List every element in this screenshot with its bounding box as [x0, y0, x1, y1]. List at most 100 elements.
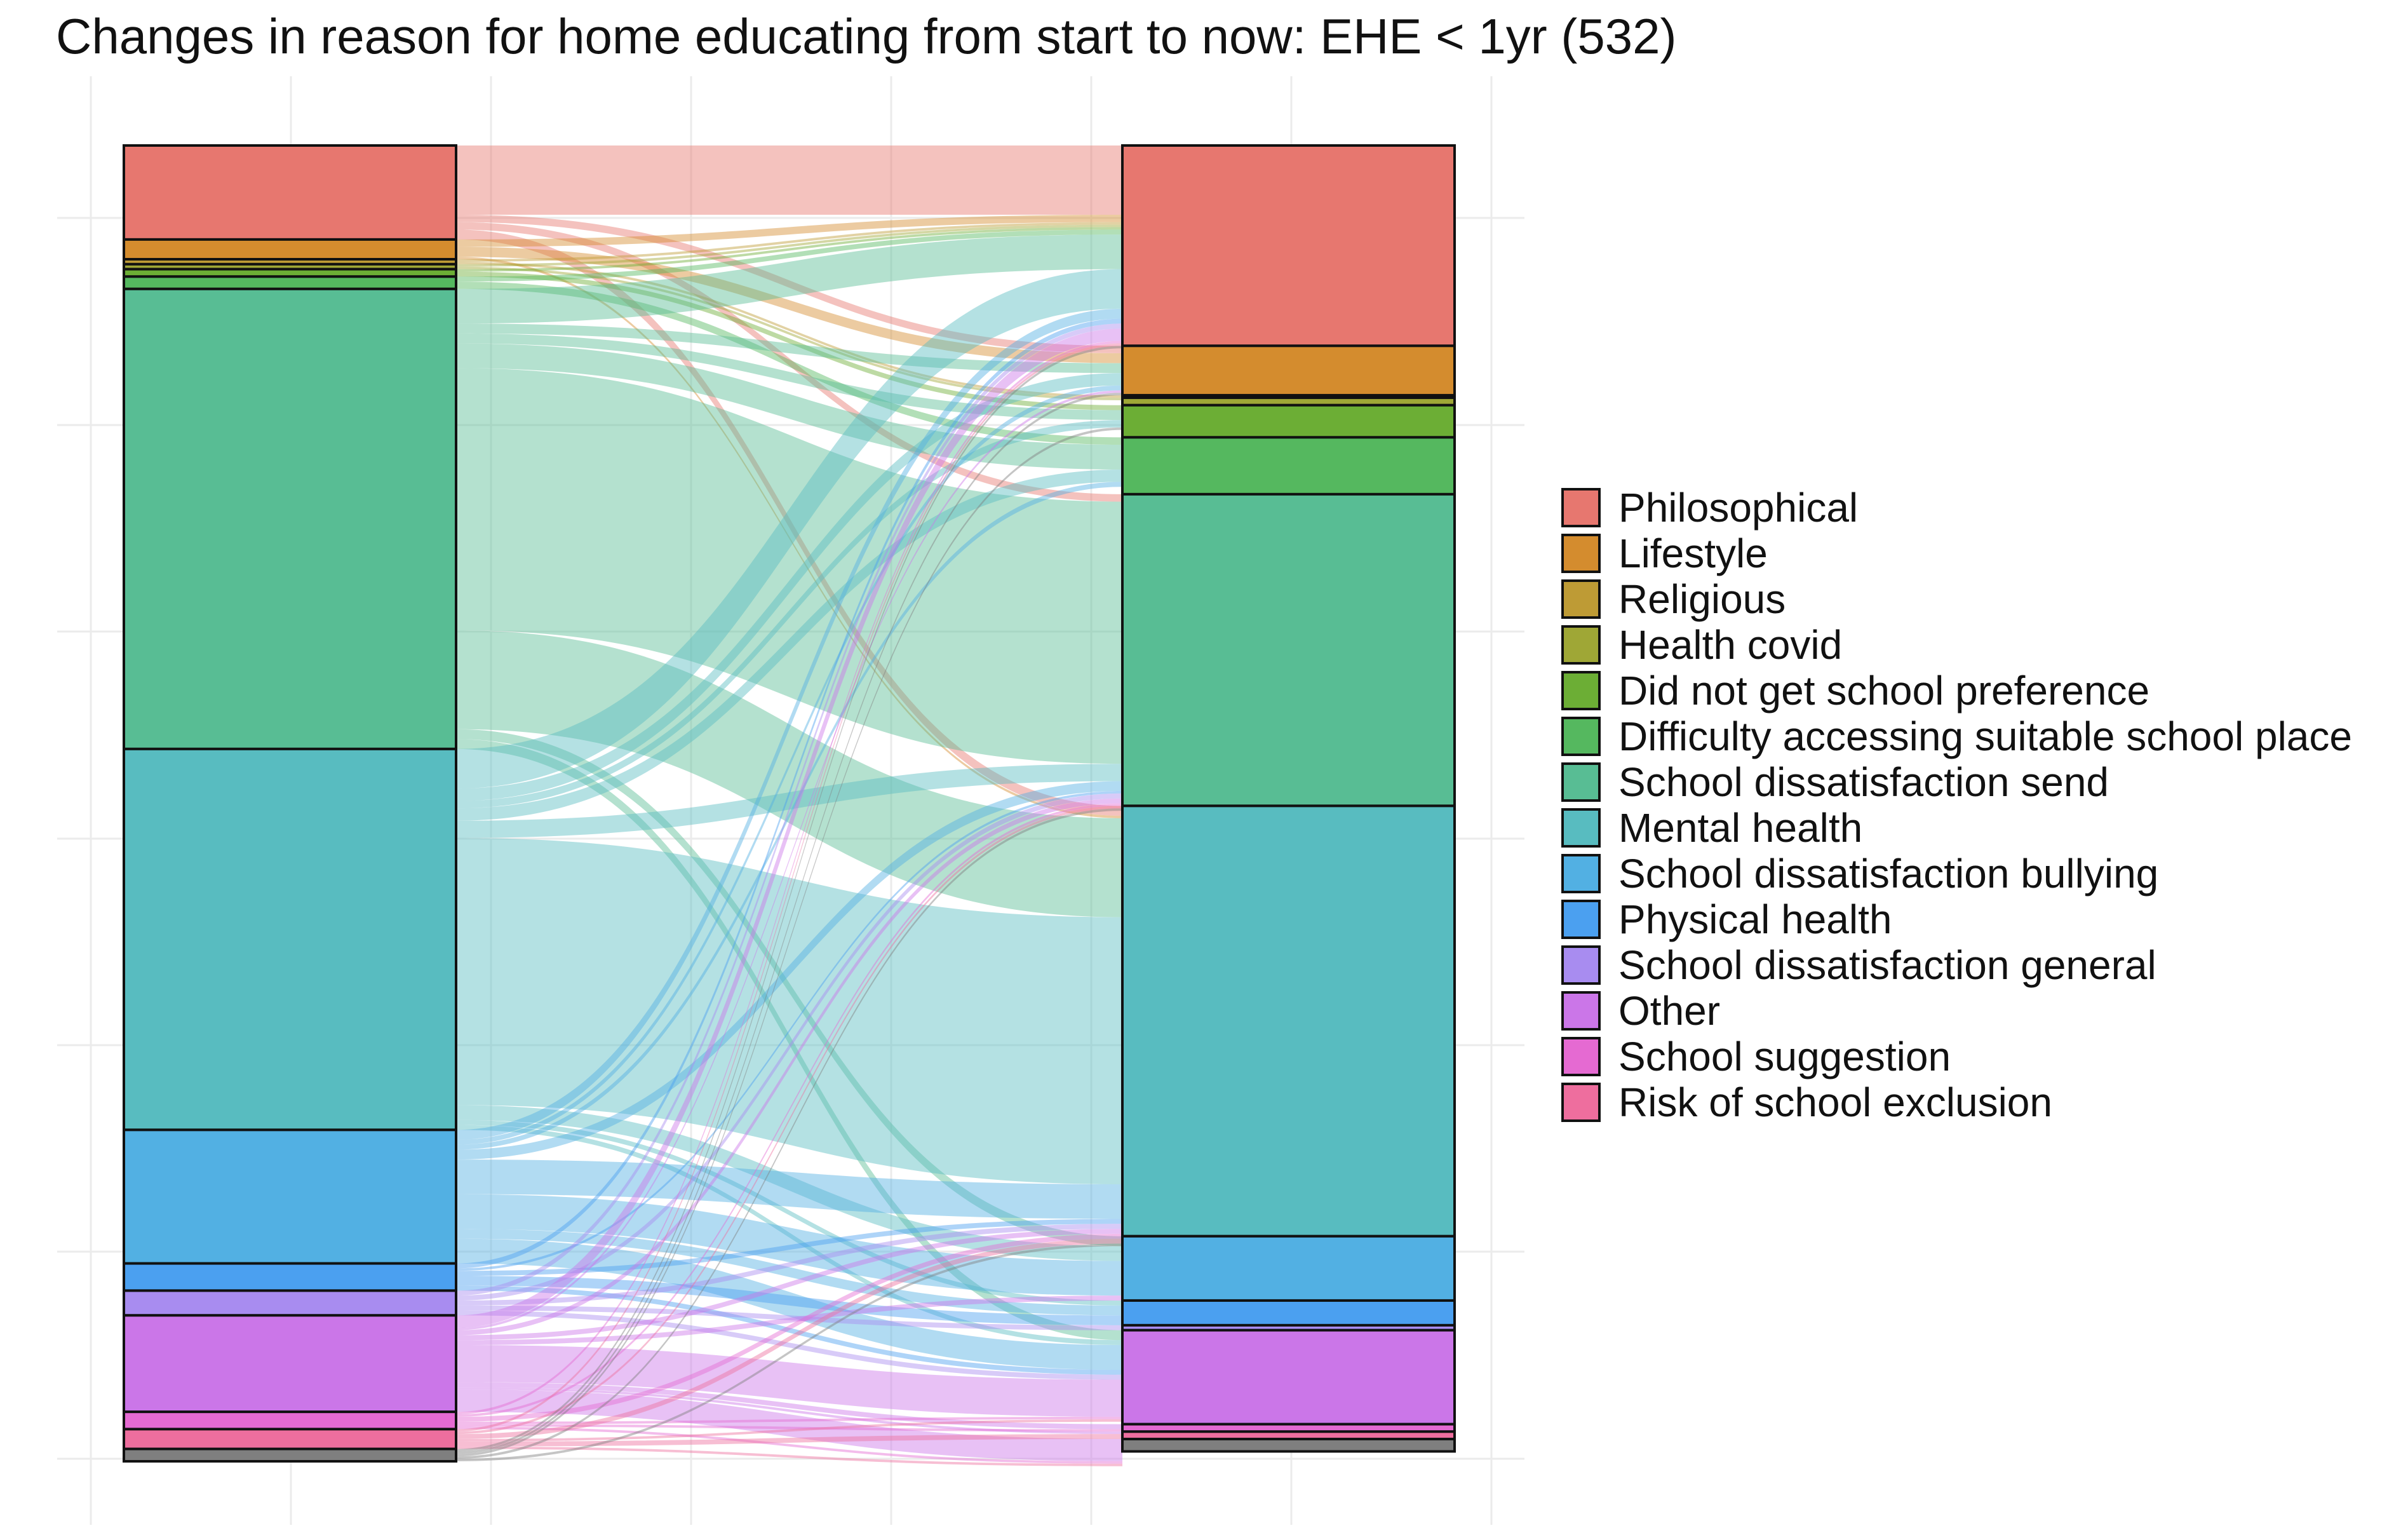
flow-missing-to-lifestyle	[456, 393, 1122, 1454]
flow-school-suggestion-to-missing	[456, 1426, 1122, 1464]
flow-school-dissatisfaction-bullying-to-physical-health	[456, 1229, 1122, 1316]
legend-label: School dissatisfaction general	[1618, 942, 2156, 988]
stratum-start-mental-health	[123, 747, 457, 1132]
flow-physical-health-to-other	[456, 1285, 1122, 1375]
stratum-start-difficulty-accessing-suitable-school-place	[123, 275, 457, 290]
flow-religious-to-philosophical	[456, 222, 1122, 262]
legend-item-school-dissatisfaction-bullying: School dissatisfaction bullying	[1561, 851, 2352, 896]
legend-item-difficulty-accessing-suitable-school-place: Difficulty accessing suitable school pla…	[1561, 713, 2352, 759]
flow-other-to-philosophical	[456, 328, 1122, 1328]
flow-school-dissatisfaction-general-to-other	[456, 1310, 1122, 1380]
flow-mental-health-to-physical-health	[456, 1119, 1122, 1306]
flow-risk-of-school-exclusion-to-risk-of-school-exclusion	[456, 1434, 1122, 1447]
flow-school-dissatisfaction-send-to-school-dissatisfaction-send	[456, 368, 1122, 764]
flow-mental-health-to-school-dissatisfaction-send	[456, 764, 1122, 838]
flow-school-dissatisfaction-bullying-to-lifestyle	[456, 385, 1122, 1145]
chart-title: Changes in reason for home educating fro…	[56, 8, 1677, 64]
flow-difficulty-accessing-suitable-school-place-to-philosophical	[456, 229, 1122, 282]
legend-key	[1561, 534, 1601, 573]
flow-school-dissatisfaction-general-to-philosophical	[456, 323, 1122, 1296]
flow-difficulty-accessing-suitable-school-place-to-difficulty-accessing-suitable-school-place	[456, 281, 1122, 445]
flow-school-dissatisfaction-general-to-mental-health	[456, 1224, 1122, 1306]
flow-philosophical-to-lifestyle	[456, 215, 1122, 353]
flow-risk-of-school-exclusion-to-other	[456, 1419, 1122, 1442]
flow-religious-to-religious	[456, 261, 1122, 398]
legend-label: School dissatisfaction bullying	[1618, 851, 2159, 896]
flow-school-dissatisfaction-send-to-mental-health	[456, 630, 1122, 917]
flow-school-dissatisfaction-general-to-school-dissatisfaction-general	[456, 1305, 1122, 1330]
legend-label: School suggestion	[1618, 1034, 1951, 1079]
stratum-start-school-dissatisfaction-bullying	[123, 1128, 457, 1265]
flow-lifestyle-to-philosophical	[456, 215, 1122, 247]
flow-school-dissatisfaction-bullying-to-difficulty-accessing-suitable-school-place	[456, 482, 1122, 1150]
legend-item-philosophical: Philosophical	[1561, 485, 2352, 531]
stratum-now-mental-health	[1121, 804, 1456, 1238]
flow-other-to-lifestyle	[456, 390, 1122, 1330]
flow-lifestyle-to-mental-health	[456, 257, 1122, 818]
stratum-now-school-dissatisfaction-send	[1121, 492, 1456, 808]
legend-label: Difficulty accessing suitable school pla…	[1618, 713, 2352, 759]
flow-mental-health-to-other	[456, 1125, 1122, 1346]
stratum-now-philosophical	[1121, 144, 1456, 348]
flow-health-covid-to-philosophical	[456, 224, 1122, 267]
flow-school-suggestion-to-other	[456, 1416, 1122, 1424]
flow-other-to-risk-of-school-exclusion	[456, 1387, 1122, 1435]
flow-philosophical-to-school-dissatisfaction-send	[456, 222, 1122, 502]
legend-item-other: Other	[1561, 988, 2352, 1034]
flow-health-covid-to-health-covid	[456, 266, 1122, 400]
flow-school-dissatisfaction-send-to-did-not-get-school-preference	[456, 333, 1122, 421]
stratum-start-school-dissatisfaction-general	[123, 1289, 457, 1317]
stratum-start-other	[123, 1314, 457, 1414]
legend-key	[1561, 717, 1601, 756]
flow-mental-health-to-philosophical	[456, 269, 1122, 789]
flow-physical-health-to-school-dissatisfaction-send	[456, 791, 1122, 1271]
legend-label: Religious	[1618, 576, 1786, 622]
legend-label: School dissatisfaction send	[1618, 759, 2109, 805]
stratum-start-lifestyle	[123, 238, 457, 261]
flow-philosophical-to-mental-health	[456, 229, 1122, 816]
legend: Philosophical Lifestyle Religious Health co…	[1561, 485, 2352, 1125]
flow-risk-of-school-exclusion-to-philosophical	[456, 343, 1122, 1432]
flow-other-to-mental-health	[456, 1229, 1122, 1341]
flow-other-to-school-dissatisfaction-bullying	[456, 1295, 1122, 1346]
flow-other-to-school-dissatisfaction-send	[456, 798, 1122, 1336]
flow-did-not-get-school-preference-to-did-not-get-school-preference	[456, 271, 1122, 410]
flow-mental-health-to-did-not-get-school-preference	[456, 420, 1122, 809]
flow-school-dissatisfaction-send-to-lifestyle	[456, 323, 1122, 374]
flow-school-dissatisfaction-send-to-other	[456, 739, 1122, 1341]
legend-label: Other	[1618, 988, 1721, 1034]
flow-missing-to-did-not-get-school-preference	[456, 427, 1122, 1457]
legend-key	[1561, 854, 1601, 893]
alluvial-plot	[57, 76, 1524, 1525]
legend-item-health-covid: Health covid	[1561, 622, 2352, 668]
legend-key	[1561, 762, 1601, 802]
legend-item-religious: Religious	[1561, 576, 2352, 622]
legend-item-physical-health: Physical health	[1561, 896, 2352, 942]
stratum-start-risk-of-school-exclusion	[123, 1428, 457, 1450]
legend-item-lifestyle: Lifestyle	[1561, 531, 2352, 576]
legend-label: Did not get school preference	[1618, 668, 2150, 713]
stratum-now-physical-health	[1121, 1299, 1456, 1327]
flow-did-not-get-school-preference-to-philosophical	[456, 227, 1122, 272]
flow-school-suggestion-to-school-dissatisfaction-send	[456, 803, 1122, 1417]
flow-risk-of-school-exclusion-to-school-dissatisfaction-send	[456, 806, 1122, 1435]
strata	[123, 144, 1456, 1463]
legend-key	[1561, 945, 1601, 985]
stratum-now-other	[1121, 1329, 1456, 1426]
flow-school-suggestion-to-school-suggestion	[456, 1424, 1122, 1432]
legend-key	[1561, 625, 1601, 665]
legend-item-school-suggestion: School suggestion	[1561, 1034, 2352, 1079]
legend-key	[1561, 900, 1601, 939]
flow-other-to-missing	[456, 1390, 1122, 1461]
flow-other-to-other	[456, 1345, 1122, 1417]
flow-school-dissatisfaction-bullying-to-philosophical	[456, 308, 1122, 1140]
legend-item-school-dissatisfaction-send: School dissatisfaction send	[1561, 759, 2352, 805]
flow-philosophical-to-philosophical	[456, 145, 1122, 215]
flow-lifestyle-to-lifestyle	[456, 247, 1122, 363]
legend-key	[1561, 671, 1601, 710]
flow-physical-health-to-physical-health	[456, 1276, 1122, 1325]
flow-missing-to-school-dissatisfaction-send	[456, 808, 1122, 1459]
flows	[456, 145, 1122, 1466]
flow-school-suggestion-to-philosophical	[456, 341, 1122, 1415]
legend-label: Risk of school exclusion	[1618, 1079, 2052, 1125]
